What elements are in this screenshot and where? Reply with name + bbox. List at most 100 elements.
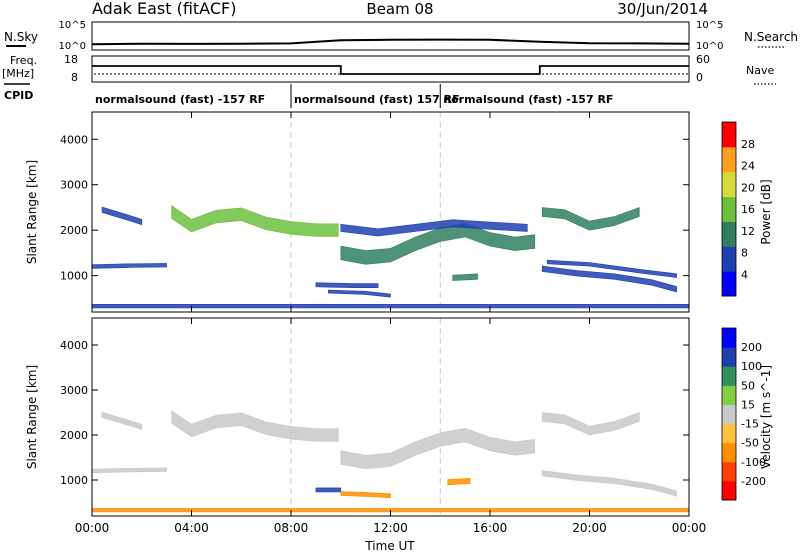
colorbar-swatch bbox=[722, 271, 736, 297]
echo-band-h bbox=[452, 273, 478, 281]
y-tick-label: 2000 bbox=[60, 224, 88, 237]
colorbar-swatch bbox=[722, 171, 736, 198]
y-tick-label: 1000 bbox=[60, 270, 88, 283]
colorbar-tick-label: 28 bbox=[741, 138, 755, 151]
x-tick-label: 16:00 bbox=[473, 521, 508, 535]
echo-band-d bbox=[340, 223, 536, 265]
colorbar-swatch bbox=[722, 246, 736, 272]
colorbar-tick-label: 100 bbox=[741, 360, 762, 373]
colorbar-tick-label: -50 bbox=[741, 437, 759, 450]
colorbar-swatch bbox=[722, 347, 736, 367]
nave-label: Nave bbox=[746, 64, 774, 77]
power-colorbar: 28 24 20 16 12 8 4 bbox=[721, 121, 755, 297]
colorbar-swatch bbox=[722, 221, 736, 247]
nsearch-tick-bottom: 10^0 bbox=[696, 41, 723, 52]
nave-tick-bottom: 0 bbox=[696, 71, 703, 84]
station-title: Adak East (fitACF) bbox=[92, 0, 236, 18]
power-data bbox=[91, 112, 690, 312]
freq-trace bbox=[92, 65, 689, 75]
velocity-y-axis: 1000 2000 3000 4000 bbox=[60, 339, 689, 487]
nsearch-label: N.Search bbox=[744, 30, 798, 44]
x-tick-label: 00:00 bbox=[75, 521, 110, 535]
nsky-panel: N.Sky 10^5 10^0 10^5 10^0 N.Search bbox=[4, 20, 798, 52]
echo-band-h bbox=[447, 477, 471, 486]
beam-title: Beam 08 bbox=[366, 0, 433, 18]
nsky-tick-top: 10^5 bbox=[59, 20, 86, 31]
y-tick-label: 3000 bbox=[60, 179, 88, 192]
colorbar-swatch bbox=[722, 122, 736, 148]
nave-tick-top: 60 bbox=[696, 53, 710, 66]
power-frame bbox=[91, 111, 690, 313]
echo-band-e bbox=[340, 219, 528, 237]
freq-label: Freq. bbox=[10, 54, 37, 67]
colorbar-swatch bbox=[722, 423, 736, 444]
colorbar-tick-label: 8 bbox=[741, 247, 748, 260]
power-panel: Slant Range [km] 1000 2000 3000 4000 28 24 20… bbox=[25, 111, 773, 313]
colorbar-swatch bbox=[722, 461, 736, 482]
cpid-label: CPID bbox=[4, 89, 33, 102]
y-tick-label: 1000 bbox=[60, 474, 88, 487]
freq-tick-top: 18 bbox=[64, 53, 78, 66]
y-tick-label: 4000 bbox=[60, 133, 88, 146]
nsky-tick-bottom: 10^0 bbox=[59, 41, 86, 52]
nsearch-tick-top: 10^5 bbox=[696, 20, 723, 31]
date-title: 30/Jun/2014 bbox=[617, 0, 708, 18]
velocity-ylabel: Slant Range [km] bbox=[25, 365, 39, 469]
freq-unit: [MHz] bbox=[2, 67, 34, 80]
x-tick-label: 12:00 bbox=[373, 521, 408, 535]
x-tick-label: 00:00 bbox=[672, 521, 707, 535]
colorbar-tick-label: 20 bbox=[741, 181, 755, 194]
echo-band-j bbox=[541, 265, 677, 293]
echo-band-f bbox=[315, 282, 379, 289]
colorbar-swatch bbox=[722, 480, 736, 501]
colorbar-frame bbox=[721, 327, 737, 501]
colorbar-tick-label: 50 bbox=[741, 379, 755, 392]
echo-band-b bbox=[171, 205, 339, 237]
cpid-segment-label: normalsound (fast) -157 RF bbox=[443, 93, 613, 106]
colorbar-tick-label: -200 bbox=[741, 475, 766, 488]
colorbar-tick-label: 12 bbox=[741, 225, 755, 238]
colorbar-swatch bbox=[722, 146, 736, 173]
echo-band-a bbox=[101, 411, 143, 431]
colorbar-swatch bbox=[722, 196, 736, 222]
echo-band-g bbox=[327, 289, 391, 298]
freq-panel: Freq. [MHz] 18 8 60 0 Nave bbox=[2, 53, 776, 85]
velocity-colorbar-label: Velocity [m s^-1] bbox=[759, 365, 773, 469]
colorbar-swatch bbox=[722, 366, 736, 386]
velocity-colorbar: 200 100 50 15 -15 -50 -100 -200 bbox=[721, 327, 766, 501]
power-ylabel: Slant Range [km] bbox=[25, 160, 39, 264]
nsky-frame bbox=[91, 21, 690, 51]
echo-band-b bbox=[171, 410, 339, 442]
colorbar-tick-label: 200 bbox=[741, 341, 762, 354]
colorbar-tick-label: 15 bbox=[741, 398, 755, 411]
colorbar-tick-label: 4 bbox=[741, 268, 748, 281]
echo-band-k bbox=[546, 259, 677, 278]
echo-band-i bbox=[541, 412, 640, 436]
colorbar-tick-label: -15 bbox=[741, 418, 759, 431]
freq-tick-bottom: 8 bbox=[71, 71, 78, 84]
echo-band-d bbox=[340, 427, 536, 470]
colorbar-swatch bbox=[722, 404, 736, 425]
echo-band-c bbox=[91, 263, 167, 269]
nsky-trace bbox=[91, 38, 690, 46]
echo-band-j bbox=[541, 470, 677, 497]
echo-band-a bbox=[101, 206, 143, 226]
cpid-segment-label: normalsound (fast) 157 RF bbox=[294, 93, 460, 106]
colorbar-tick-label: 24 bbox=[741, 160, 755, 173]
echo-band-f bbox=[315, 487, 342, 493]
colorbar-swatch bbox=[722, 442, 736, 463]
velocity-data bbox=[91, 318, 690, 516]
velocity-x-axis: 00:00 04:00 08:00 12:00 16:00 20:00 00:00 bbox=[75, 318, 707, 535]
x-tick-label: 04:00 bbox=[174, 521, 209, 535]
x-tick-label: 08:00 bbox=[274, 521, 309, 535]
colorbar-tick-label: -100 bbox=[741, 456, 766, 469]
power-y-axis: 1000 2000 3000 4000 bbox=[60, 133, 689, 283]
y-tick-label: 4000 bbox=[60, 339, 88, 352]
velocity-frame bbox=[91, 317, 690, 517]
nsky-label: N.Sky bbox=[4, 30, 38, 44]
colorbar-frame bbox=[721, 121, 737, 297]
echo-band-i bbox=[541, 207, 640, 231]
cpid-segment-label: normalsound (fast) -157 RF bbox=[95, 93, 265, 106]
